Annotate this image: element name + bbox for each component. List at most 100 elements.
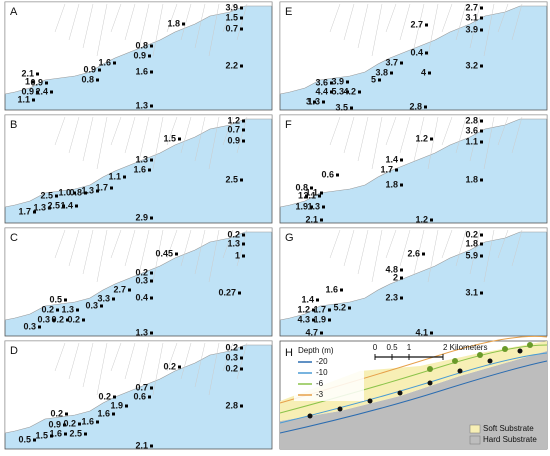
site-marker [480, 28, 483, 32]
road [329, 3, 341, 33]
site-value: 1.8 [465, 174, 478, 184]
site-marker [150, 216, 153, 220]
road [357, 229, 369, 275]
site-value: 3.8 [375, 67, 388, 77]
road [152, 116, 164, 170]
map-panel: A [4, 1, 273, 111]
site-marker [110, 186, 113, 190]
road [441, 229, 453, 259]
site-value: 0.2 [465, 229, 478, 239]
site-value: 3.7 [385, 57, 398, 67]
site-value: 3.6 [315, 77, 328, 87]
substrate-swatch [469, 424, 481, 434]
site-marker [242, 128, 245, 132]
site-marker [75, 204, 78, 208]
site-marker [33, 438, 36, 442]
site-value: 0.8 [81, 74, 94, 84]
site-value: 1.2 [415, 133, 428, 143]
road [208, 116, 220, 170]
road [511, 116, 523, 154]
site-value: 3.1 [465, 12, 478, 22]
road [110, 3, 122, 33]
site-value: 0.6 [321, 169, 334, 179]
site-marker [178, 365, 181, 369]
site-marker [32, 80, 35, 84]
site-marker [480, 242, 483, 246]
inset-panel: H Depth (m) -20 -10 -6 -3 0 0.5 1 2 Kilometers Sof… [279, 335, 548, 450]
road [96, 229, 108, 283]
road [194, 116, 206, 162]
site-value: 1.7 [95, 182, 108, 192]
site-dot-green [527, 342, 533, 348]
site-marker [36, 72, 39, 76]
road [483, 229, 495, 283]
site-value: 2.8 [465, 115, 478, 125]
site-marker [62, 204, 65, 208]
site-marker [150, 444, 153, 448]
site-marker [32, 98, 35, 102]
road [82, 229, 94, 275]
site-value: 0.7 [227, 124, 240, 134]
site-value: 1.0 [58, 187, 71, 197]
road [82, 3, 94, 49]
road [208, 342, 220, 396]
site-value: 2.5 [225, 174, 238, 184]
site-value: 0.3 [85, 300, 98, 310]
site-value: 0.8 [69, 187, 82, 197]
site-marker [100, 304, 103, 308]
site-marker [84, 432, 87, 436]
panel-letter: A [10, 6, 18, 18]
site-value: 0.9 [83, 64, 96, 74]
road [68, 3, 80, 41]
site-marker [240, 178, 243, 182]
site-marker [84, 191, 87, 195]
site-marker [55, 194, 58, 198]
site-marker [240, 346, 243, 350]
legend-label: -10 [316, 368, 328, 377]
road [54, 342, 66, 372]
site-marker [320, 218, 323, 222]
site-dot [427, 380, 433, 386]
site-value: 1.7 [313, 304, 326, 314]
site-marker [113, 395, 116, 399]
site-marker [240, 6, 243, 10]
road [371, 116, 383, 170]
site-marker [480, 291, 483, 295]
site-value: 0.2 [135, 267, 148, 277]
site-marker [175, 252, 178, 256]
site-marker [428, 71, 431, 75]
road [385, 229, 397, 259]
scale-label: 0.5 [386, 343, 398, 352]
road [96, 3, 108, 57]
site-marker [480, 6, 483, 10]
site-value: 2.7 [113, 284, 126, 294]
site-marker [240, 356, 243, 360]
legend-label: -3 [316, 390, 324, 399]
road [357, 3, 369, 49]
road [54, 116, 66, 146]
site-marker [38, 325, 41, 329]
site-marker [78, 422, 81, 426]
land [279, 114, 548, 208]
site-marker [480, 16, 483, 20]
site-marker [305, 194, 308, 198]
road [152, 342, 164, 396]
road [399, 229, 411, 267]
road [483, 116, 495, 170]
site-marker [400, 268, 403, 272]
site-value: 3 [306, 96, 311, 106]
site-marker [322, 205, 325, 209]
road [222, 3, 234, 33]
site-value: 1.3 [307, 201, 320, 211]
road [469, 3, 481, 49]
site-marker [148, 395, 151, 399]
site-value: 1.6 [49, 428, 62, 438]
road [96, 342, 108, 396]
site-marker [113, 61, 116, 65]
road [455, 3, 467, 41]
site-value: 5 [371, 74, 376, 84]
site-marker [150, 158, 153, 162]
scale-label: 0 [373, 343, 378, 352]
site-dot-green [427, 366, 433, 372]
